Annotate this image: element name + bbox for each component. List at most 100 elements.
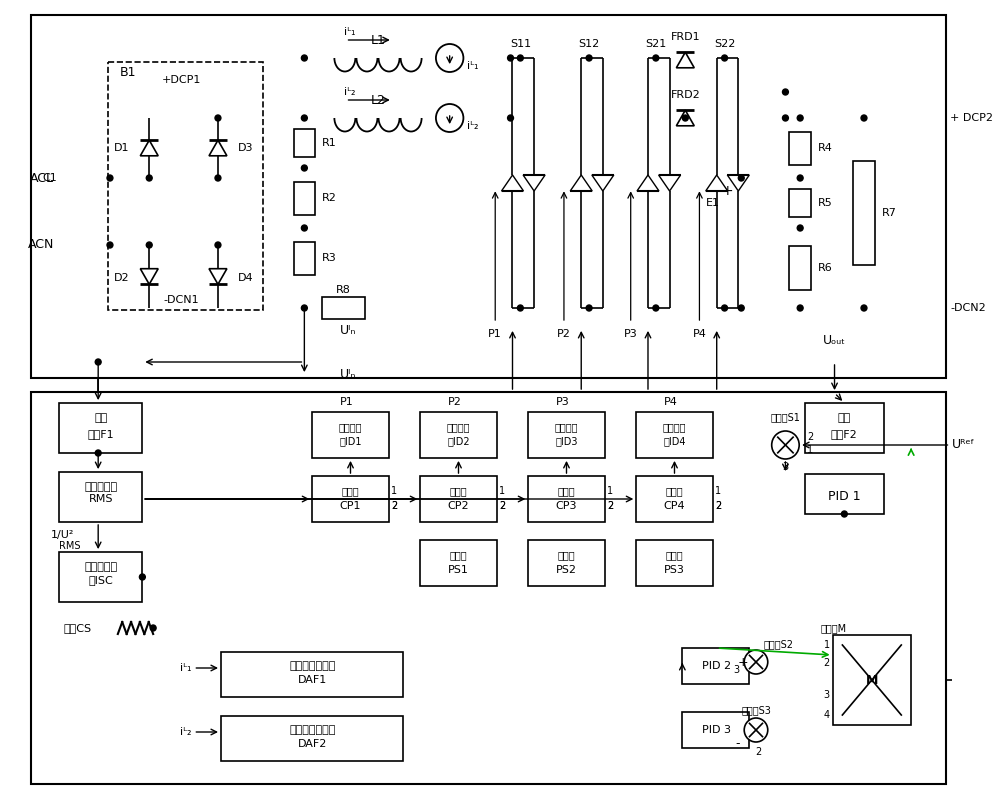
- Text: R5: R5: [818, 198, 833, 208]
- Bar: [59, 552, 142, 602]
- Circle shape: [738, 305, 744, 311]
- Text: P2: P2: [448, 397, 462, 407]
- Circle shape: [722, 55, 728, 61]
- Text: 差动放大滤波器: 差动放大滤波器: [289, 661, 335, 671]
- Bar: [294, 129, 315, 156]
- Text: 比较器: 比较器: [450, 486, 467, 496]
- Bar: [682, 648, 749, 684]
- Bar: [853, 160, 875, 265]
- Text: PID 2: PID 2: [702, 661, 731, 671]
- Circle shape: [508, 115, 513, 121]
- Circle shape: [772, 431, 799, 459]
- Text: 移相器: 移相器: [450, 550, 467, 560]
- Text: FRD2: FRD2: [670, 90, 700, 99]
- Text: L1: L1: [371, 33, 385, 47]
- Text: PS2: PS2: [556, 565, 577, 575]
- Text: CP3: CP3: [556, 501, 577, 511]
- Bar: [31, 15, 946, 378]
- Text: -: -: [736, 738, 740, 750]
- Circle shape: [508, 55, 513, 61]
- Text: R1: R1: [322, 138, 337, 148]
- Circle shape: [782, 115, 788, 121]
- Circle shape: [150, 625, 156, 631]
- Text: PID 1: PID 1: [828, 489, 861, 503]
- Text: 1: 1: [807, 445, 813, 455]
- Circle shape: [517, 55, 523, 61]
- Circle shape: [146, 242, 152, 248]
- Text: RMS: RMS: [89, 494, 113, 504]
- Circle shape: [586, 305, 592, 311]
- Text: DAF2: DAF2: [298, 739, 327, 749]
- Text: L2: L2: [371, 94, 385, 106]
- Circle shape: [139, 574, 145, 580]
- Circle shape: [301, 55, 307, 61]
- Text: 器ID1: 器ID1: [339, 436, 362, 446]
- Text: 减法器S1: 减法器S1: [771, 412, 800, 422]
- Polygon shape: [676, 52, 694, 67]
- Text: S11: S11: [510, 39, 531, 49]
- Bar: [420, 476, 497, 522]
- Bar: [636, 476, 713, 522]
- Text: 2: 2: [607, 501, 613, 511]
- Circle shape: [682, 115, 688, 121]
- Text: 平方倒数电: 平方倒数电: [85, 562, 118, 572]
- Circle shape: [782, 89, 788, 95]
- Text: iᴸ₂: iᴸ₂: [180, 727, 191, 737]
- Circle shape: [107, 175, 113, 181]
- Polygon shape: [706, 175, 728, 191]
- Circle shape: [797, 305, 803, 311]
- Text: R7: R7: [882, 208, 897, 218]
- Text: CP2: CP2: [448, 501, 469, 511]
- Text: 滤波: 滤波: [838, 413, 851, 423]
- Bar: [528, 476, 605, 522]
- Text: iᴸ₂: iᴸ₂: [344, 87, 355, 97]
- Circle shape: [107, 242, 113, 248]
- Text: 2: 2: [499, 501, 505, 511]
- Circle shape: [436, 104, 463, 132]
- Text: 有效值电路: 有效值电路: [85, 482, 118, 492]
- Text: P1: P1: [488, 329, 502, 339]
- Text: 差动放大滤波器: 差动放大滤波器: [289, 725, 335, 735]
- Text: R3: R3: [322, 253, 337, 263]
- Text: S21: S21: [645, 39, 666, 49]
- Circle shape: [301, 115, 307, 121]
- Polygon shape: [523, 175, 545, 191]
- Text: 2: 2: [807, 432, 813, 442]
- Circle shape: [738, 175, 744, 181]
- Text: FRD1: FRD1: [670, 32, 700, 41]
- Text: D1: D1: [114, 143, 130, 153]
- Circle shape: [517, 305, 523, 311]
- Polygon shape: [209, 141, 227, 156]
- Bar: [221, 652, 403, 697]
- Text: 2: 2: [715, 501, 721, 511]
- Text: 器ID3: 器ID3: [555, 436, 578, 446]
- Text: 2: 2: [715, 501, 721, 511]
- Text: 比较器: 比较器: [666, 486, 683, 496]
- Polygon shape: [209, 268, 227, 284]
- Text: iᴸ₁: iᴸ₁: [180, 663, 191, 673]
- Text: S22: S22: [714, 39, 735, 49]
- Bar: [420, 412, 497, 458]
- Text: 1: 1: [823, 640, 830, 650]
- Bar: [636, 540, 713, 586]
- Text: 2: 2: [499, 501, 505, 511]
- Bar: [108, 62, 263, 310]
- Polygon shape: [570, 175, 592, 191]
- Circle shape: [215, 175, 221, 181]
- Text: P3: P3: [556, 397, 569, 407]
- Text: -DCN2: -DCN2: [950, 303, 986, 313]
- Text: 隔离驱动: 隔离驱动: [339, 422, 362, 432]
- Circle shape: [861, 305, 867, 311]
- Text: B1: B1: [120, 65, 136, 79]
- Bar: [528, 540, 605, 586]
- Text: P4: P4: [692, 329, 706, 339]
- Polygon shape: [592, 175, 614, 191]
- Text: 滤波: 滤波: [95, 413, 108, 423]
- Text: 器ID4: 器ID4: [663, 436, 686, 446]
- Bar: [833, 635, 911, 725]
- Text: R2: R2: [322, 193, 337, 203]
- Polygon shape: [727, 175, 749, 191]
- Text: Uᴿᵉᶠ: Uᴿᵉᶠ: [952, 438, 976, 452]
- Text: -DCN1: -DCN1: [164, 295, 199, 305]
- Bar: [294, 241, 315, 275]
